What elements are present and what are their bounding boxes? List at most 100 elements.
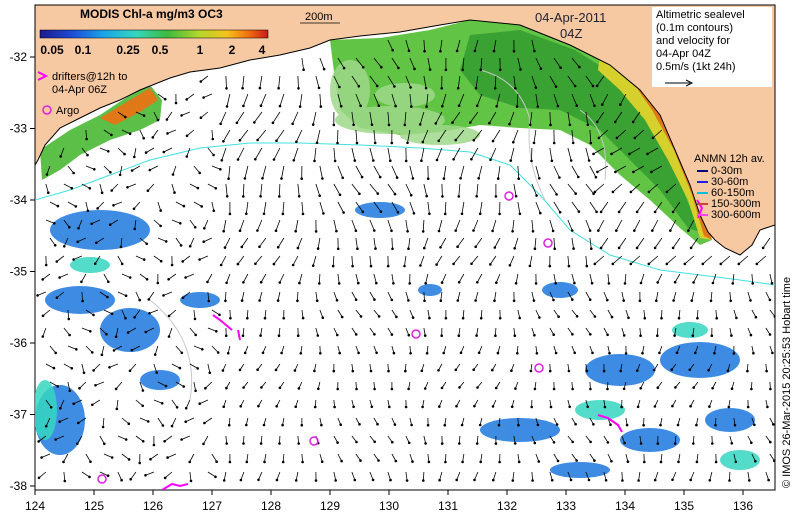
velocity-arrow	[135, 291, 141, 301]
velocity-arrowhead	[353, 159, 357, 162]
velocity-arrowhead	[88, 187, 92, 190]
velocity-arrow	[319, 453, 323, 462]
velocity-arrow	[549, 183, 557, 195]
velocity-arrow	[351, 75, 360, 87]
velocity-arrowhead	[478, 212, 482, 216]
velocity-arrowhead	[222, 140, 225, 143]
velocity-arrow	[211, 129, 214, 140]
velocity-arrowhead	[589, 440, 592, 444]
velocity-arrowhead	[74, 205, 78, 208]
velocity-arrowhead	[538, 177, 541, 180]
velocity-arrowhead	[515, 105, 519, 108]
velocity-arrow	[533, 129, 537, 143]
velocity-arrow	[674, 273, 681, 283]
velocity-arrowhead	[376, 192, 380, 195]
velocity-arrowhead	[261, 351, 265, 355]
velocity-arrowhead	[458, 442, 461, 445]
velocity-arrowhead	[610, 152, 613, 156]
velocity-arrow	[282, 453, 285, 463]
velocity-arrowhead	[754, 459, 757, 463]
velocity-arrowhead	[439, 49, 442, 53]
velocity-arrowhead	[44, 424, 48, 428]
velocity-arrow	[78, 219, 83, 229]
velocity-arrow	[73, 399, 83, 405]
velocity-arrow	[615, 165, 627, 173]
velocity-arrowhead	[512, 299, 516, 303]
velocity-arrow	[553, 273, 557, 284]
velocity-arrowhead	[435, 263, 438, 266]
velocity-arrowhead	[163, 97, 167, 101]
velocity-arrowhead	[145, 242, 148, 246]
velocity-arrowhead	[549, 123, 552, 127]
velocity-arrowhead	[298, 105, 302, 108]
velocity-arrow	[103, 165, 111, 173]
velocity-arrow	[167, 129, 177, 134]
velocity-arrow	[479, 201, 483, 214]
velocity-arrowhead	[245, 460, 249, 464]
velocity-arrow	[168, 327, 173, 337]
velocity-arrowhead	[694, 351, 697, 355]
velocity-arrowhead	[354, 333, 358, 336]
velocity-arrow	[224, 237, 231, 248]
velocity-arrowhead	[404, 405, 408, 409]
velocity-arrow	[651, 165, 663, 173]
velocity-arrowhead	[254, 157, 257, 161]
velocity-arrow	[59, 273, 69, 278]
velocity-arrow	[585, 255, 588, 267]
velocity-arrowhead	[514, 282, 518, 285]
velocity-arrow	[553, 453, 559, 462]
velocity-arrowhead	[656, 442, 660, 445]
velocity-arrowhead	[41, 314, 45, 318]
velocity-arrowhead	[670, 368, 673, 372]
velocity-arrowhead	[713, 351, 716, 355]
velocity-arrowhead	[94, 384, 97, 387]
velocity-arrow	[85, 453, 91, 462]
velocity-arrowhead	[578, 65, 581, 69]
anmn-legend-label: 150-300m	[711, 198, 761, 210]
argo-legend-label: Argo	[56, 105, 79, 117]
velocity-arrowhead	[647, 262, 651, 266]
velocity-arrowhead	[170, 424, 174, 428]
velocity-arrowhead	[460, 212, 464, 216]
velocity-arrowhead	[271, 121, 275, 125]
velocity-arrow	[73, 255, 83, 260]
velocity-arrowhead	[571, 298, 574, 301]
velocity-arrowhead	[320, 460, 324, 464]
velocity-arrow	[765, 291, 771, 301]
velocity-arrowhead	[58, 420, 61, 424]
velocity-arrowhead	[470, 262, 473, 266]
velocity-arrow	[46, 165, 51, 175]
x-tick-label: 130	[379, 499, 399, 513]
velocity-arrowhead	[554, 351, 558, 355]
velocity-arrow	[153, 219, 161, 227]
velocity-arrowhead	[297, 387, 301, 390]
velocity-arrowhead	[342, 211, 345, 214]
velocity-arrow	[81, 273, 87, 282]
velocity-arrowhead	[457, 104, 461, 107]
velocity-arrow	[373, 273, 377, 284]
velocity-arrowhead	[573, 351, 576, 355]
velocity-arrow	[182, 291, 191, 299]
velocity-arrow	[240, 471, 245, 481]
velocity-arrowhead	[259, 195, 262, 198]
velocity-arrowhead	[473, 478, 476, 482]
velocity-arrowhead	[357, 84, 361, 88]
velocity-arrow	[440, 291, 443, 301]
velocity-arrow	[535, 201, 541, 214]
velocity-arrowhead	[491, 405, 495, 408]
velocity-arrow	[295, 471, 299, 481]
velocity-arrowhead	[36, 294, 39, 297]
velocity-arrow	[654, 471, 659, 481]
velocity-arrow	[314, 147, 317, 161]
velocity-arrowhead	[554, 282, 557, 285]
velocity-arrowhead	[632, 170, 635, 174]
velocity-arrow	[690, 471, 695, 481]
velocity-arrowhead	[225, 281, 228, 285]
velocity-arrow	[387, 147, 391, 161]
velocity-arrowhead	[419, 264, 422, 267]
velocity-arrow	[239, 219, 245, 231]
velocity-arrowhead	[374, 247, 377, 250]
velocity-arrow	[79, 381, 87, 389]
velocity-arrowhead	[91, 351, 94, 354]
velocity-arrow	[571, 57, 580, 68]
